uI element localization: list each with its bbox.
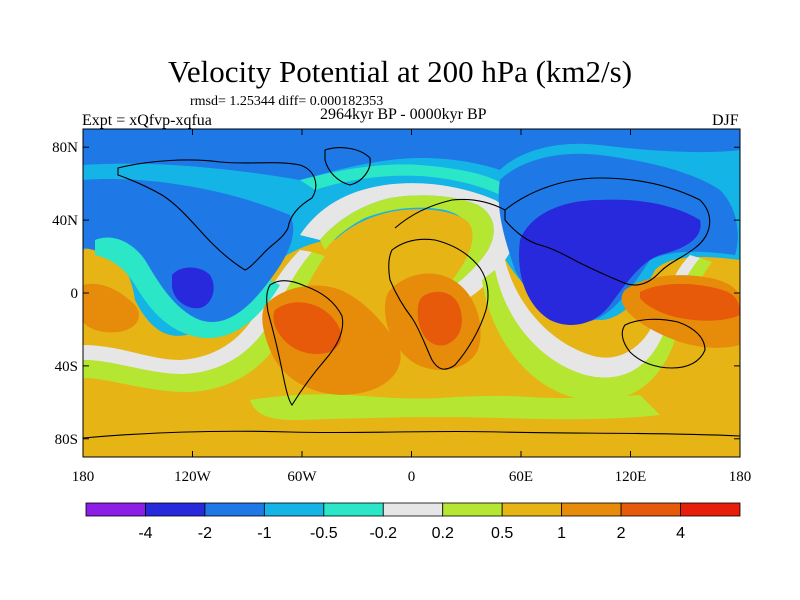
colorbar-label: -4	[138, 525, 152, 542]
experiment-label: Expt = xQfvp-xqfua	[82, 112, 212, 129]
coast-north-america	[117, 159, 317, 271]
stats-line: rmsd= 1.25344 diff= 0.000182353	[190, 94, 384, 109]
field-red-africa	[417, 291, 462, 346]
plot-title: Velocity Potential at 200 hPa (km2/s)	[167, 54, 633, 89]
field-dkorange-westpacific	[83, 283, 139, 333]
lat-tick-label: 80S	[55, 432, 78, 448]
colorbar-swatch	[382, 502, 444, 517]
lon-tick-label: 60E	[509, 469, 533, 485]
coast-asia	[504, 177, 711, 286]
lon-tick-label: 180	[729, 469, 752, 485]
coast-south-america	[266, 280, 344, 406]
season-label: DJF	[712, 112, 739, 129]
colorbar-swatch	[501, 502, 563, 517]
colorbar: -4 -2 -1 -0.5 -0.2 0.2 0.5 1 2 4	[85, 502, 741, 542]
field-green-indian	[482, 258, 712, 401]
field-aqua-pacific	[95, 237, 280, 339]
lon-tick-label: 120W	[174, 469, 212, 485]
coast-australia	[621, 318, 706, 369]
colorbar-label: 4	[676, 525, 685, 542]
colorbar-label: 0.5	[491, 525, 513, 542]
colorbar-label: -0.5	[310, 525, 338, 542]
coastlines	[83, 147, 740, 439]
lat-tick-label: 40N	[52, 213, 78, 229]
coast-greenland	[324, 147, 371, 186]
axis-ticks: 180 120W 60W 0 60E 120E 180 80N 40N 0 40S 80S	[52, 129, 751, 485]
field-green-southamerica	[250, 394, 660, 421]
colorbar-label: -0.2	[369, 525, 397, 542]
period-label: 2964kyr BP - 0000kyr BP	[320, 106, 487, 123]
colorbar-swatch	[85, 502, 146, 517]
colorbar-swatch	[561, 502, 622, 517]
field-aqua-north	[300, 164, 505, 195]
lon-tick-label: 180	[72, 469, 95, 485]
lon-tick-label: 120E	[615, 469, 647, 485]
field-green-pacific	[83, 252, 325, 393]
colorbar-swatch	[620, 502, 681, 517]
colorbar-swatch	[204, 502, 265, 517]
colorbar-swatch	[263, 502, 325, 517]
coast-africa-europe	[388, 198, 506, 370]
colorbar-swatch	[442, 502, 503, 517]
colorbar-swatch	[145, 502, 206, 517]
field-zero-band-indian	[495, 255, 700, 378]
colorbar-label: -2	[198, 525, 212, 542]
colorbar-label: -1	[257, 525, 271, 542]
field-blue-pacific	[83, 179, 294, 326]
field-blue-north	[83, 129, 740, 180]
colorbar-label: 2	[617, 525, 626, 542]
coast-antarctica	[83, 430, 740, 439]
velocity-potential-field	[83, 129, 740, 457]
colorbar-label: 1	[557, 525, 566, 542]
lat-tick-label: 0	[71, 286, 79, 302]
field-red-maritime	[640, 283, 740, 321]
lat-tick-label: 80N	[52, 140, 78, 156]
lon-tick-label: 60W	[287, 469, 317, 485]
field-darkblue-asia	[519, 199, 701, 325]
lon-tick-label: 0	[408, 469, 416, 485]
colorbar-label: 0.2	[432, 525, 454, 542]
field-red-southamerica	[273, 302, 342, 355]
colorbar-swatch	[680, 502, 741, 517]
colorbar-swatch	[323, 502, 384, 517]
lat-tick-label: 40S	[55, 359, 78, 375]
field-darkblue-pacific	[172, 267, 214, 309]
